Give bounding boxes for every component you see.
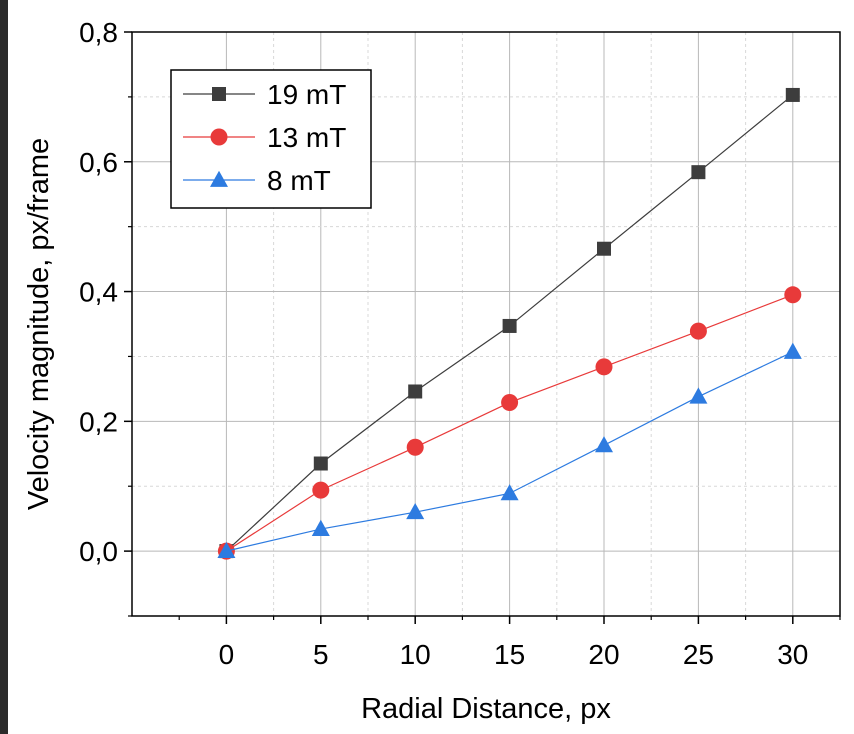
data-point <box>217 541 236 559</box>
y-tick-label: 0,2 <box>79 406 118 437</box>
data-point <box>595 358 613 376</box>
y-tick-label: 0,6 <box>79 147 118 178</box>
axis-ticks: 0 5 10 15 20 25 30 0,0 0,2 0,4 0,6 0,8 <box>79 17 841 670</box>
data-point <box>406 438 424 456</box>
data-point <box>313 456 328 471</box>
data-point <box>689 387 708 404</box>
data-point <box>501 394 519 412</box>
data-point <box>783 342 802 359</box>
velocity-chart: 0 5 10 15 20 25 30 0,0 0,2 0,4 0,6 0,8 Radial Dista… <box>23 17 841 725</box>
legend-marker-square <box>212 87 226 101</box>
data-series <box>217 87 802 560</box>
x-tick-label: 30 <box>777 639 808 670</box>
data-point <box>311 519 330 536</box>
series-19-mt <box>219 87 800 559</box>
data-point <box>691 165 706 180</box>
data-point <box>595 436 613 453</box>
data-point <box>406 502 425 520</box>
plot-frame <box>131 31 841 617</box>
y-axis-title: Velocity magnitude, px/frame <box>23 138 55 510</box>
legend-marker-triangle <box>210 170 228 187</box>
y-tick-label: 0,0 <box>79 536 118 567</box>
data-point <box>597 241 611 256</box>
x-tick-label: 10 <box>400 639 431 670</box>
legend-box <box>170 69 372 209</box>
y-tick-label: 0,4 <box>79 277 118 308</box>
chart-canvas: 0 5 10 15 20 25 30 0,0 0,2 0,4 0,6 0,8 Radial Dista… <box>8 0 854 734</box>
x-tick-label: 15 <box>494 639 525 670</box>
data-point <box>785 87 800 102</box>
legend-marker-circle <box>210 128 228 146</box>
x-tick-label: 25 <box>683 639 714 670</box>
x-axis-title: Radial Distance, px <box>361 693 611 725</box>
legend-label: 13 mT <box>267 122 346 153</box>
data-point <box>689 322 707 340</box>
series-8-mt <box>217 342 802 559</box>
data-point <box>408 384 423 399</box>
data-point <box>312 481 330 499</box>
x-tick-label: 5 <box>313 639 329 670</box>
legend: 19 mT 13 mT 8 mT <box>170 69 372 209</box>
x-tick-label: 0 <box>219 639 235 670</box>
y-tick-label: 0,8 <box>79 17 118 48</box>
data-point <box>500 484 519 501</box>
legend-label: 19 mT <box>267 79 346 110</box>
data-point <box>784 286 802 304</box>
x-tick-label: 20 <box>588 639 619 670</box>
data-point <box>502 318 517 333</box>
legend-label: 8 mT <box>267 165 331 196</box>
